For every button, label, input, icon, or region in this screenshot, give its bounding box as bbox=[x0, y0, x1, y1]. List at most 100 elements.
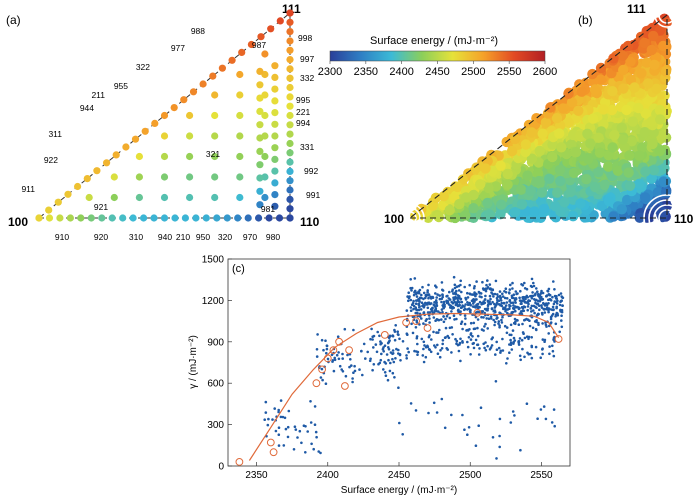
panel-b-cell bbox=[607, 142, 618, 153]
panel-c-point bbox=[429, 350, 433, 354]
panel-a-point bbox=[286, 149, 294, 157]
panel-c-point bbox=[525, 301, 528, 304]
panel-c-point bbox=[341, 370, 345, 373]
panel-c-point bbox=[408, 295, 411, 298]
panel-c-point bbox=[415, 321, 419, 324]
panel-c-point bbox=[336, 335, 340, 339]
panel-a-point bbox=[271, 191, 279, 199]
panel-c-point bbox=[426, 289, 430, 292]
panel-c-point bbox=[476, 326, 479, 330]
panel-c-point bbox=[471, 335, 474, 338]
panel-a-point bbox=[286, 18, 294, 26]
panel-c-point bbox=[501, 337, 504, 341]
panel-c-point bbox=[433, 344, 436, 347]
panel-c-point bbox=[484, 322, 487, 326]
panel-c-point bbox=[411, 331, 415, 335]
panel-a-point bbox=[271, 97, 279, 105]
panel-c-point bbox=[313, 405, 317, 408]
panel-a-miller-index-label: 955 bbox=[114, 81, 128, 91]
panel-c-point bbox=[378, 334, 381, 338]
panel-c-point bbox=[489, 297, 492, 301]
panel-c-point bbox=[534, 301, 537, 305]
panel-c-point bbox=[309, 400, 312, 403]
panel-c-point bbox=[451, 289, 454, 293]
panel-c-point bbox=[498, 326, 501, 329]
panel-b-cell bbox=[502, 168, 513, 180]
panel-b-cell bbox=[522, 170, 533, 181]
panel-c-point bbox=[409, 306, 413, 309]
panel-c-point bbox=[513, 339, 517, 342]
panel-c-point bbox=[391, 334, 395, 337]
panel-c-point bbox=[494, 279, 498, 283]
panel-b-cell bbox=[555, 206, 566, 217]
panel-c-ytick-label: 900 bbox=[207, 337, 224, 348]
panel-c-point bbox=[441, 293, 444, 297]
panel-c-point bbox=[459, 279, 463, 283]
panel-c-point bbox=[512, 293, 516, 297]
panel-c-point bbox=[512, 296, 515, 300]
panel-a-miller-index-label: 980 bbox=[266, 232, 280, 242]
panel-a-miller-index-label: 997 bbox=[300, 54, 314, 64]
panel-a-point bbox=[286, 111, 294, 120]
panel-c-point bbox=[441, 342, 445, 346]
panel-c-point bbox=[458, 301, 461, 304]
panel-c-point bbox=[476, 302, 480, 306]
panel-c-point bbox=[500, 321, 504, 324]
panel-c-point bbox=[549, 299, 553, 302]
panel-c-point bbox=[391, 371, 395, 375]
panel-c-point bbox=[526, 308, 529, 312]
panel-a-point bbox=[271, 167, 279, 175]
panel-c-point bbox=[422, 360, 426, 364]
panel-c-point bbox=[407, 291, 411, 295]
panel-c-point bbox=[383, 344, 387, 348]
panel-c-point bbox=[549, 321, 553, 324]
panel-a-point bbox=[135, 193, 143, 202]
panel-c-point bbox=[498, 290, 502, 293]
panel-c-point bbox=[429, 297, 433, 300]
panel-a-miller-index-label: 992 bbox=[304, 166, 318, 176]
panel-c-point bbox=[517, 306, 520, 309]
panel-c-point bbox=[420, 293, 423, 297]
panel-c-point bbox=[264, 411, 268, 414]
panel-a-point bbox=[261, 111, 269, 120]
panel-b-cell bbox=[554, 128, 565, 139]
panel-c-point bbox=[438, 328, 441, 332]
panel-c-point bbox=[492, 295, 495, 298]
panel-a-point bbox=[35, 214, 43, 222]
panel-c-point bbox=[496, 293, 499, 296]
panel-b-cell bbox=[480, 163, 491, 174]
panel-c-point bbox=[267, 417, 270, 421]
panel-c-point bbox=[544, 417, 548, 421]
panel-c-point bbox=[498, 445, 502, 449]
panel-b-label: (b) bbox=[578, 13, 593, 27]
panel-c-point bbox=[444, 317, 447, 321]
panel-c-point bbox=[410, 289, 413, 292]
panel-c-point bbox=[424, 296, 427, 300]
panel-c-point bbox=[293, 425, 297, 429]
panel-c-point bbox=[464, 303, 467, 306]
panel-c-point bbox=[496, 316, 499, 320]
panel-a-point bbox=[160, 173, 169, 181]
panel-c-point bbox=[533, 311, 536, 315]
panel-b-cell bbox=[646, 173, 657, 184]
panel-c-point bbox=[391, 357, 394, 361]
panel-c-point bbox=[510, 348, 514, 351]
panel-b-cell bbox=[529, 206, 540, 217]
panel-c-point bbox=[490, 344, 494, 347]
panel-a-miller-index-label: 981 bbox=[261, 204, 275, 214]
panel-c-point bbox=[380, 352, 383, 356]
panel-b-cell bbox=[660, 66, 672, 77]
colorbar-tick-label: 2300 bbox=[318, 66, 342, 78]
panel-c-point bbox=[504, 287, 508, 291]
panel-a-point bbox=[141, 127, 149, 135]
panel-a-point bbox=[271, 109, 279, 117]
panel-a-point bbox=[211, 91, 219, 99]
panel-c-point bbox=[463, 322, 467, 326]
panel-a-point bbox=[286, 83, 294, 92]
colorbar-bar bbox=[329, 50, 546, 62]
panel-a-point bbox=[189, 88, 198, 96]
panel-c-point bbox=[332, 369, 336, 373]
panel-a-miller-index-label: 911 bbox=[21, 184, 35, 194]
panel-c-point bbox=[474, 298, 477, 301]
panel-a-point bbox=[160, 152, 169, 161]
